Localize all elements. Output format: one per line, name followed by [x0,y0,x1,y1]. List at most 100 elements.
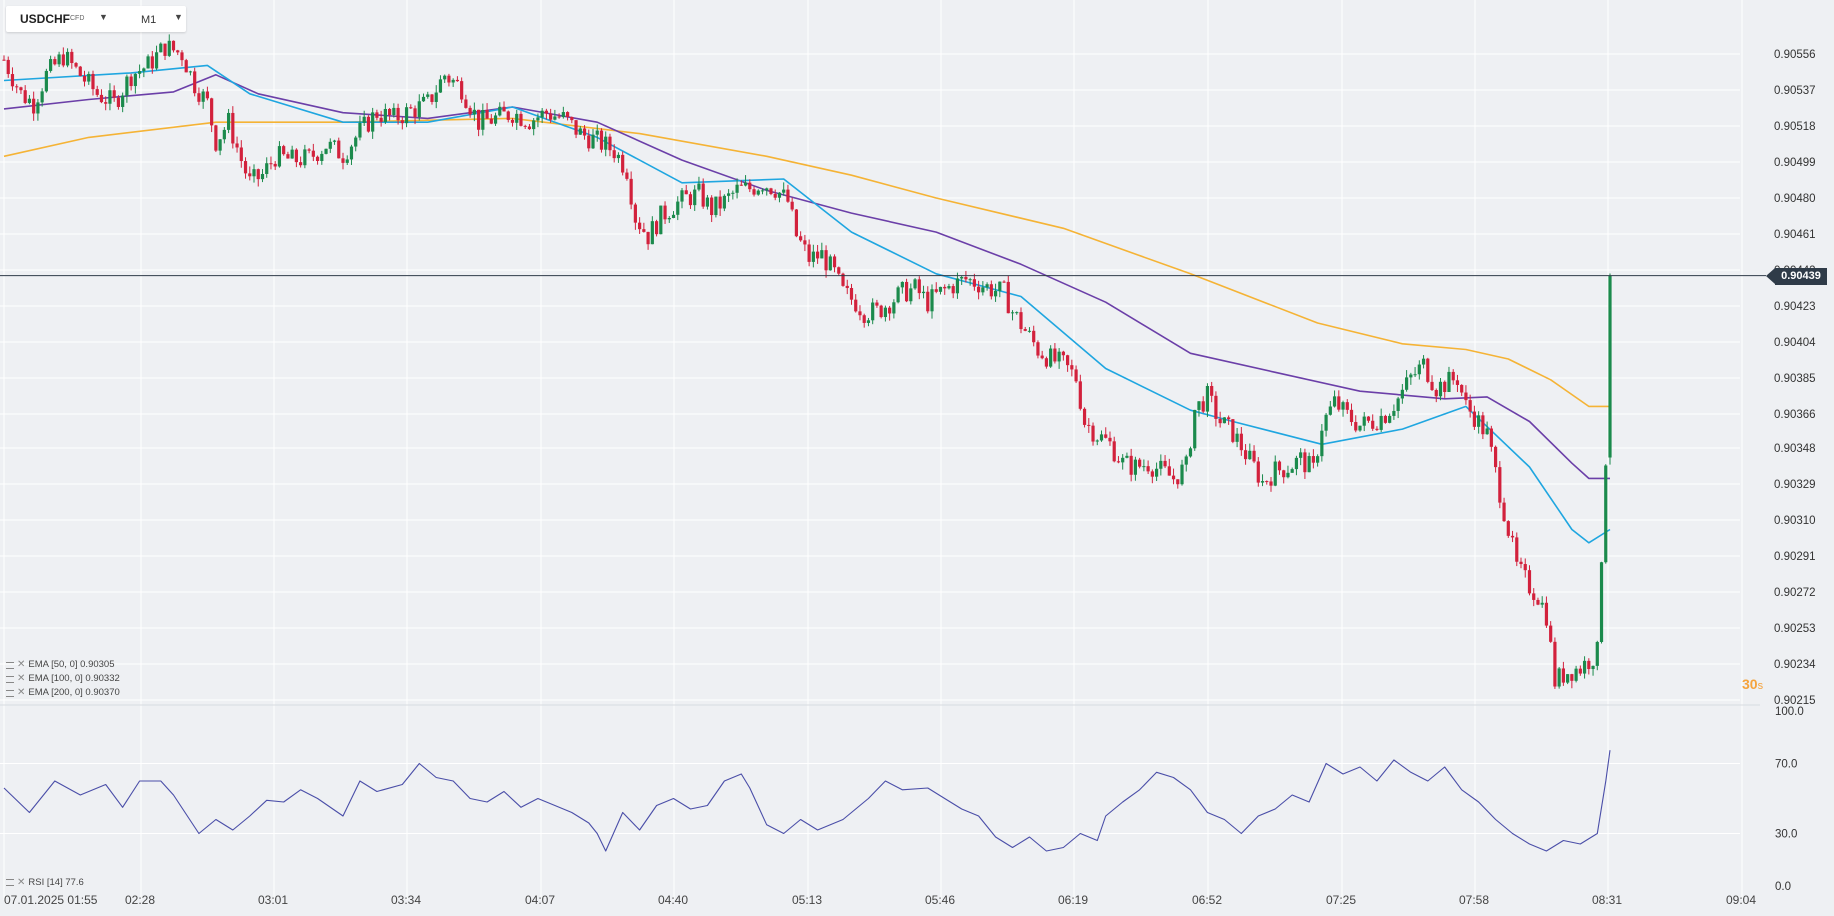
candle-up [909,288,913,302]
candle-up [1222,417,1226,424]
candle-down [587,135,591,149]
close-icon[interactable]: ✕ [17,687,26,698]
candle-up [65,51,70,66]
candle-up [481,110,485,130]
candle-down [748,182,752,190]
candle-up [667,218,671,220]
candle-up [154,52,159,69]
candle-down [1578,668,1582,674]
candle-down [299,162,303,166]
candle-down [739,184,743,186]
close-icon[interactable]: ✕ [17,673,26,684]
candle-up [960,276,964,279]
candle-up [515,113,519,123]
candle-down [239,147,243,162]
time-tick-label: 05:46 [925,893,955,907]
candle-down [1510,535,1515,538]
candle-up [36,102,40,114]
time-axis[interactable]: 07.01.2025 01:55 02:28 03:01 03:34 04:07 04:4… [4,893,1756,907]
symbol-selector[interactable]: USDCHF CFD ▼ M1 ▼ [6,6,186,32]
candle-down [468,107,472,115]
candle-down [854,299,858,312]
candle-down [460,81,464,100]
close-icon[interactable]: ✕ [17,877,26,888]
countdown-value: 30 [1742,676,1758,692]
candle-down [926,291,930,312]
settings-icon[interactable] [6,675,14,683]
candle-down [95,89,99,95]
candle-up [760,190,765,192]
settings-icon[interactable] [6,879,14,886]
candle-down [1129,455,1133,475]
candle-down [1108,437,1112,442]
candle-up [1294,457,1299,470]
candle-down [638,222,642,230]
candle-down [1489,428,1493,447]
candle-up [955,278,960,294]
candle-up [1405,377,1409,390]
timeframe-dropdown-icon[interactable]: ▼ [174,12,183,22]
candle-down [1375,428,1379,430]
candle-up [1388,415,1392,423]
candle-down [1176,479,1180,485]
candle-up [1273,461,1277,486]
candle-up [595,130,599,135]
candle-up [383,108,387,122]
symbol-name[interactable]: USDCHF [20,12,70,26]
candle-up [1417,364,1421,375]
candle-up [1235,433,1239,442]
candle-down [112,90,116,98]
candle-down [1282,470,1286,478]
candle-up [578,128,582,135]
candle-down [315,156,320,161]
candles [2,34,1612,689]
candle-down [1311,456,1315,463]
candle-down [1227,417,1231,420]
candle-up [1400,389,1404,399]
time-tick-label: 03:34 [391,893,421,907]
price-tick-label: 0.90272 [1774,587,1816,599]
candle-down [129,76,133,87]
candle-down [845,285,849,289]
time-tick-label: 07:58 [1459,893,1489,907]
candle-down [972,279,976,287]
candle-down [964,276,968,280]
candle-up [828,256,832,271]
candle-down [633,204,637,223]
candle-up [1358,425,1362,431]
candle-up [1133,459,1138,475]
candle-up [536,117,540,121]
price-tick-label: 0.90499 [1774,157,1816,169]
price-axis[interactable]: 0.90556 0.90537 0.90518 0.90499 0.90480 0.904… [1774,49,1816,707]
candle-down [15,86,19,88]
candle-down [1345,402,1349,410]
candle-down [1256,461,1260,483]
candle-up [1197,401,1201,410]
candle-up [735,184,739,193]
candle-down [1074,369,1078,382]
candle-down [210,98,214,126]
candle-down [701,183,705,207]
symbol-dropdown-icon[interactable]: ▼ [99,12,108,22]
timeframe-label[interactable]: M1 [141,14,157,26]
candle-up [722,195,726,209]
candle-down [243,161,248,174]
candle-up [137,71,142,74]
time-tick-label: 04:40 [658,893,688,907]
candle-down [176,50,180,53]
candle-down [1523,564,1527,571]
ema200-label: EMA [200, 0] 0.90370 [28,687,120,698]
candle-up [358,122,362,138]
ema100-label: EMA [100, 0] 0.90332 [28,673,120,684]
settings-icon[interactable] [6,689,14,697]
close-icon[interactable]: ✕ [17,659,26,670]
candle-up [1485,428,1489,435]
candle-up [133,73,137,87]
candle-down [1553,641,1557,687]
candle-up [434,92,438,102]
candle-up [1049,348,1053,367]
candle-up [1566,674,1570,683]
candle-up [714,196,718,216]
settings-icon[interactable] [6,661,14,669]
